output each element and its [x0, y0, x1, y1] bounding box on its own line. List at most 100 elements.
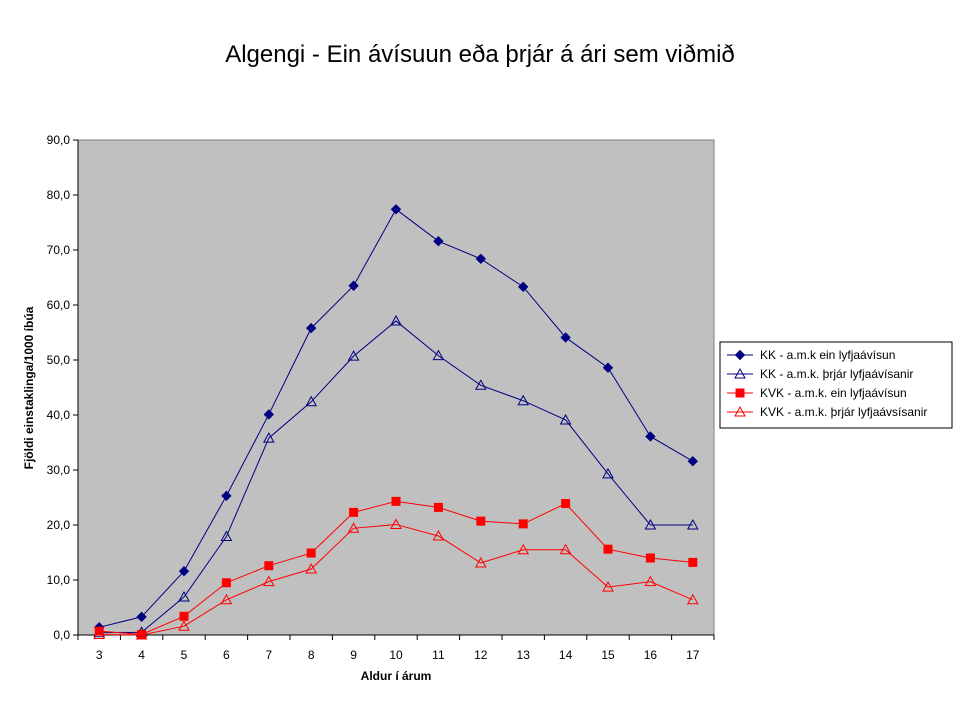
series-4-point [474, 556, 487, 568]
legend-item-4: KVK - a.m.k. þrjár lyfjaávsísanir [727, 405, 927, 419]
legend-item-3: KVK - a.m.k. ein lyfjaávísun [727, 386, 907, 400]
series-4 [93, 518, 699, 640]
series-1-point [263, 409, 275, 420]
series-2-point [220, 530, 233, 542]
x-tick-label: 6 [223, 648, 230, 662]
x-tick-label: 8 [308, 648, 315, 662]
series-3-point [306, 548, 316, 558]
y-tick-label: 70,0 [47, 243, 71, 257]
series-1-point [221, 490, 232, 502]
legend-swatch-marker [734, 367, 746, 379]
y-tick-label: 20,0 [47, 518, 71, 532]
x-axis-title: Aldur í árum [361, 669, 432, 683]
y-tick-label: 0,0 [53, 628, 70, 642]
x-tick-label: 10 [389, 648, 403, 662]
y-tick-label: 40,0 [47, 408, 71, 422]
series-4-point [686, 593, 699, 605]
series-4-point [178, 620, 190, 631]
x-axis: 3 4 5 6 7 8 9 10 11 12 13 14 15 16 17 [77, 634, 715, 662]
series-4-point [220, 593, 233, 605]
series-4-point [262, 575, 275, 587]
y-tick-label: 10,0 [47, 573, 71, 587]
series-3-point [221, 578, 231, 588]
x-tick-label: 17 [686, 648, 700, 662]
y-tick-label: 80,0 [47, 188, 71, 202]
series-1-point [390, 204, 402, 215]
series-2-point [262, 432, 275, 443]
series-4-point [347, 522, 360, 533]
x-tick-label: 15 [601, 648, 615, 662]
series-1-point [433, 235, 444, 247]
x-tick-label: 3 [96, 648, 103, 662]
series-3-point [349, 507, 359, 517]
x-tick-label: 14 [559, 648, 573, 662]
x-tick-label: 9 [350, 648, 357, 662]
series-4-point [559, 543, 572, 555]
legend-label: KVK - a.m.k. þrjár lyfjaávsísanir [760, 405, 927, 419]
y-tick-label: 30,0 [47, 463, 71, 477]
legend-swatch-marker [734, 349, 746, 361]
series-1-point [136, 611, 147, 623]
series-3-point [391, 496, 401, 506]
legend-swatch-marker [735, 388, 745, 398]
series-2-point [686, 518, 699, 530]
series-3-point [476, 516, 486, 526]
series-3-point [179, 611, 189, 621]
y-tick-label: 90,0 [47, 133, 71, 147]
series-2-point [432, 349, 445, 361]
series-1-point [602, 362, 614, 373]
legend-swatch-marker [734, 405, 746, 417]
series-3-point [433, 502, 443, 512]
x-tick-label: 4 [138, 648, 145, 662]
series-1-point [348, 280, 359, 291]
series-4-point [135, 628, 148, 640]
series-1-point [178, 565, 190, 577]
series-2-point [474, 379, 487, 390]
x-tick-label: 16 [644, 648, 658, 662]
y-axis: 0,0 10,0 20,0 30,0 40,0 50,0 60,0 70,0 80,0 90,0 [47, 133, 79, 642]
series-3-point [688, 557, 698, 567]
series-2-point [517, 394, 530, 406]
series-4-point [93, 628, 106, 639]
legend-label: KVK - a.m.k. ein lyfjaávísun [760, 386, 907, 400]
series-1-point [517, 281, 529, 293]
series-3 [94, 496, 698, 639]
series-1-point [560, 332, 571, 343]
series-2-point [559, 413, 572, 425]
series-1-point [645, 431, 656, 442]
legend-label: KK - a.m.k ein lyfjaávísun [760, 348, 895, 362]
legend: KK - a.m.k ein lyfjaávísun KK - a.m.k. þr… [719, 341, 953, 429]
series-2-point [602, 467, 614, 479]
series-3-point [94, 626, 104, 636]
legend-item-1: KK - a.m.k ein lyfjaávísun [727, 348, 895, 362]
series-4-point [517, 543, 530, 555]
series-3-point [603, 544, 613, 554]
series-2-line [99, 320, 693, 634]
legend-label: KK - a.m.k. þrjár lyfjaávísanir [760, 367, 913, 381]
y-tick-label: 60,0 [47, 298, 71, 312]
series-layer [93, 204, 699, 640]
series-4-point [390, 518, 402, 529]
series-3-point [645, 553, 655, 563]
series-2-point [347, 350, 360, 361]
series-4-point [305, 562, 318, 574]
series-3-point [264, 561, 274, 571]
x-tick-label: 7 [265, 648, 272, 662]
y-axis-title: Fjöldi einstaklinga/1000 íbúa [22, 306, 36, 469]
series-1-point [305, 322, 317, 334]
series-1 [93, 204, 699, 633]
series-2-point [644, 518, 657, 530]
series-3-point [518, 519, 528, 529]
chart-title: Algengi - Ein ávísuun eða þrjár á ári se… [225, 41, 735, 68]
series-4-line [99, 523, 693, 636]
x-tick-label: 13 [517, 648, 531, 662]
x-tick-label: 11 [432, 648, 445, 662]
series-4-point [644, 575, 657, 587]
x-tick-label: 12 [474, 648, 488, 662]
series-2-point [390, 314, 402, 326]
y-tick-label: 50,0 [47, 353, 71, 367]
legend-box [719, 341, 953, 429]
series-2-point [305, 395, 318, 407]
